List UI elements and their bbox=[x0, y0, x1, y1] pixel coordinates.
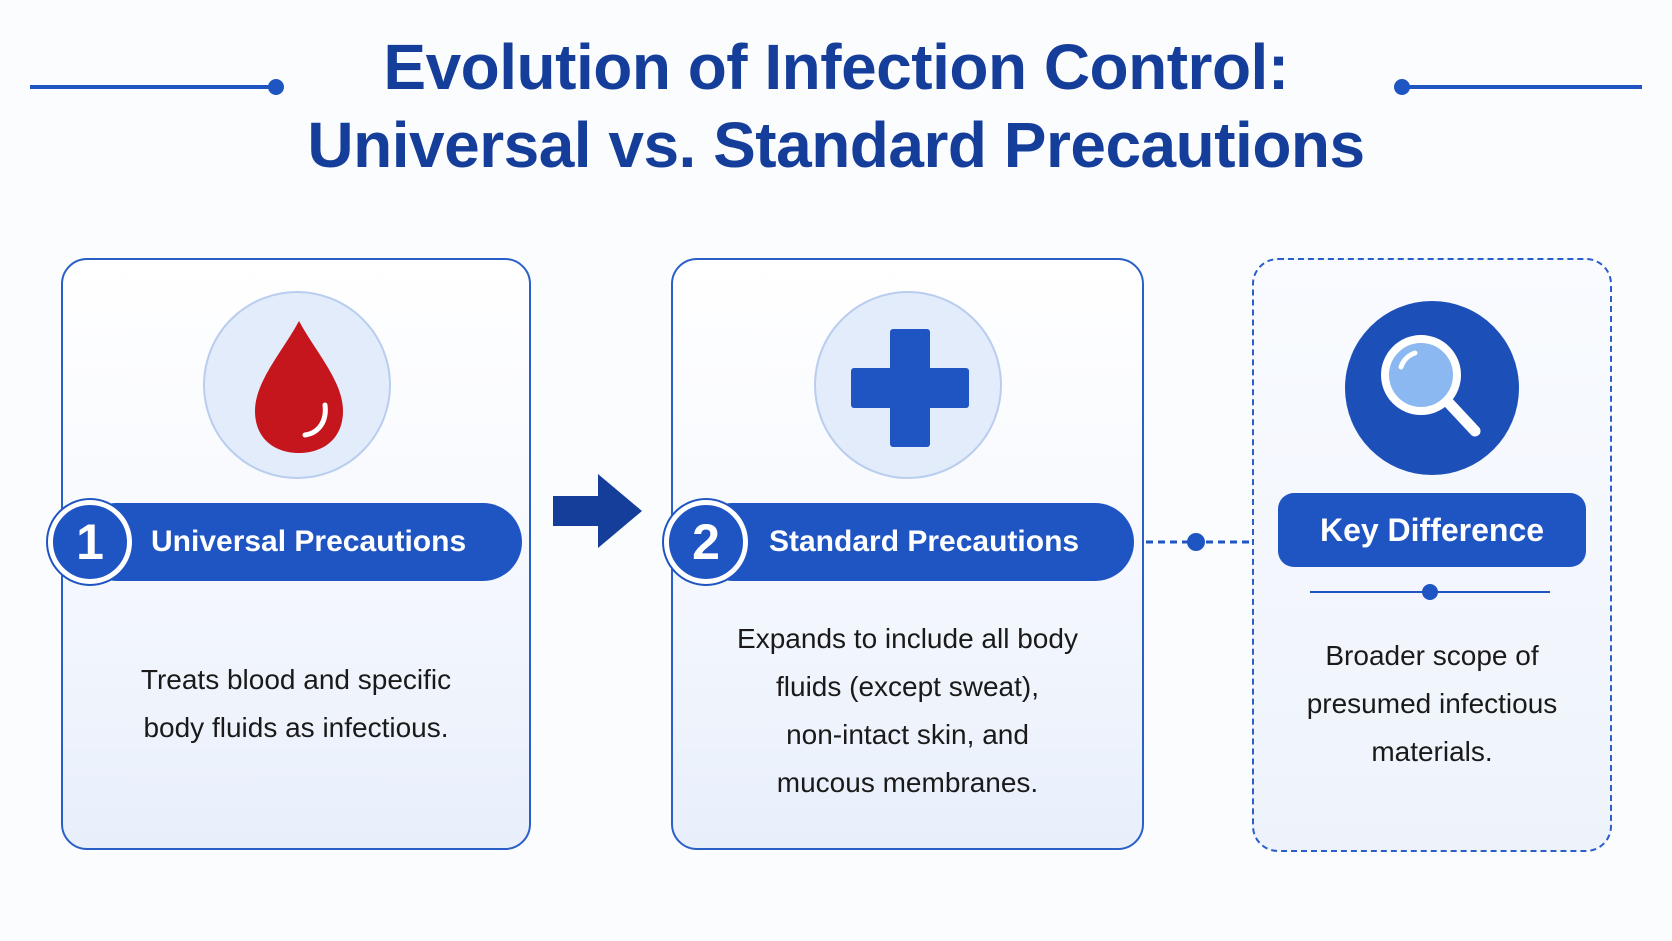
standard-precautions-banner: Standard Precautions bbox=[694, 503, 1134, 581]
universal-precautions-label: Universal Precautions bbox=[151, 525, 467, 558]
description-line: non-intact skin, and bbox=[786, 719, 1029, 750]
magnifying-glass-icon-circle bbox=[1345, 301, 1519, 475]
page-title: Evolution of Infection Control: Universa… bbox=[0, 28, 1672, 184]
magnifying-glass-icon bbox=[1381, 335, 1481, 437]
universal-precautions-description: Treats blood and specific body fluids as… bbox=[61, 656, 531, 752]
description-line: presumed infectious bbox=[1306, 688, 1558, 719]
title-right-rule bbox=[1394, 79, 1642, 95]
key-difference-banner: Key Difference bbox=[1278, 493, 1586, 567]
description-line: Treats blood and specific bbox=[140, 664, 452, 695]
description-line: mucous membranes. bbox=[776, 767, 1039, 798]
title-left-rule bbox=[30, 79, 284, 95]
step-1-badge: 1 bbox=[48, 500, 132, 584]
universal-precautions-banner: Universal Precautions bbox=[78, 503, 522, 581]
standard-precautions-description: Expands to include all body fluids (exce… bbox=[671, 615, 1144, 807]
key-difference-description: Broader scope of presumed infectious mat… bbox=[1252, 632, 1612, 776]
description-line: materials. bbox=[1371, 736, 1493, 767]
description-line: body fluids as infectious. bbox=[143, 712, 449, 743]
step-2-badge: 2 bbox=[664, 500, 748, 584]
title-line-1: Evolution of Infection Control: bbox=[383, 31, 1289, 103]
key-difference-label: Key Difference bbox=[1319, 512, 1545, 548]
standard-precautions-label: Standard Precautions bbox=[769, 525, 1080, 558]
description-line: Expands to include all body bbox=[737, 623, 1078, 654]
dashed-connector bbox=[1134, 533, 1252, 551]
description-line: Broader scope of bbox=[1325, 640, 1539, 671]
blood-drop-icon-circle bbox=[203, 291, 391, 479]
description-line: fluids (except sweat), bbox=[776, 671, 1039, 702]
medical-cross-icon bbox=[851, 329, 969, 447]
blood-drop-icon bbox=[255, 321, 343, 453]
medical-cross-icon-circle bbox=[814, 291, 1002, 479]
title-line-2: Universal vs. Standard Precautions bbox=[307, 109, 1365, 181]
